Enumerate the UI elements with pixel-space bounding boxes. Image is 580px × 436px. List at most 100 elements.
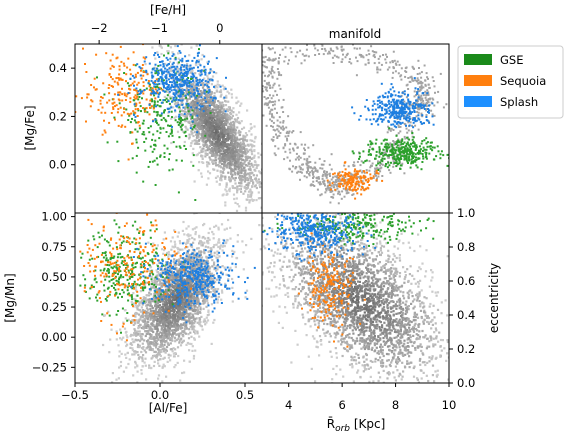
point-gse	[194, 199, 197, 201]
point-gse	[422, 146, 425, 149]
point-splash	[180, 91, 183, 94]
point-sequoia	[337, 176, 340, 179]
point-splash	[385, 112, 388, 115]
point-gse	[446, 164, 449, 167]
point-splash	[375, 120, 378, 123]
background-point	[227, 155, 230, 158]
point-splash	[185, 73, 188, 76]
background-point	[160, 52, 163, 56]
point-splash	[393, 125, 396, 128]
background-point	[180, 109, 183, 112]
background-point	[178, 98, 182, 101]
background-point	[224, 177, 227, 180]
point-gse	[403, 141, 406, 144]
background-point	[242, 134, 245, 137]
point-gse	[440, 150, 443, 153]
background-point	[325, 171, 328, 174]
background-point	[233, 135, 236, 138]
background-point	[234, 182, 237, 185]
background-point	[288, 130, 291, 133]
point-splash	[193, 91, 196, 94]
point-sequoia	[101, 106, 104, 109]
background-point	[218, 113, 221, 116]
background-point	[257, 178, 260, 181]
background-point	[204, 142, 207, 145]
point-sequoia	[365, 187, 367, 190]
point-splash	[399, 102, 402, 105]
point-splash	[199, 64, 202, 67]
point-gse	[103, 93, 106, 96]
point-splash	[133, 103, 136, 106]
point-splash	[176, 45, 179, 48]
background-point	[185, 114, 188, 117]
point-sequoia	[377, 172, 380, 175]
point-gse	[416, 166, 419, 169]
background-point	[238, 155, 241, 158]
point-splash	[172, 98, 175, 101]
background-point	[231, 129, 234, 133]
point-splash	[179, 93, 182, 96]
background-point	[220, 157, 223, 160]
background-point	[403, 135, 406, 138]
background-point	[234, 186, 237, 190]
point-gse	[391, 145, 394, 148]
point-sequoia	[135, 102, 138, 105]
background-point	[276, 135, 279, 138]
background-point	[240, 181, 243, 184]
point-splash	[183, 64, 186, 67]
point-splash	[171, 55, 174, 57]
point-gse	[403, 152, 405, 155]
background-point	[337, 190, 340, 193]
point-gse	[184, 130, 187, 133]
background-point	[249, 143, 252, 146]
background-point	[231, 127, 234, 130]
background-point	[206, 128, 209, 131]
background-point	[235, 113, 238, 116]
point-splash	[158, 78, 160, 81]
background-point	[241, 145, 245, 148]
background-point	[191, 152, 194, 155]
background-point	[379, 55, 382, 58]
background-point	[207, 161, 210, 164]
point-gse	[405, 151, 408, 154]
point-sequoia	[131, 142, 134, 145]
background-point	[189, 87, 192, 91]
point-splash	[211, 79, 214, 82]
background-point	[315, 180, 318, 182]
background-point	[285, 132, 288, 134]
point-splash	[206, 84, 209, 87]
point-sequoia	[114, 105, 116, 108]
point-splash	[391, 105, 394, 108]
background-point	[199, 125, 202, 129]
point-gse	[409, 145, 412, 148]
background-point	[233, 136, 236, 139]
background-point	[260, 86, 262, 88]
point-gse	[136, 93, 139, 96]
point-splash	[215, 57, 218, 60]
background-point	[208, 99, 211, 102]
point-splash	[396, 100, 399, 103]
background-point	[240, 148, 243, 151]
background-point	[417, 81, 420, 84]
point-splash	[165, 74, 168, 77]
point-gse	[154, 184, 157, 186]
background-point	[250, 171, 253, 175]
background-point	[248, 199, 251, 202]
background-point	[244, 206, 248, 209]
point-gse	[170, 131, 173, 134]
background-point	[146, 341, 149, 344]
background-point	[213, 112, 216, 115]
point-splash	[178, 79, 181, 82]
background-point	[250, 153, 254, 156]
point-splash	[393, 115, 396, 118]
point-gse	[153, 148, 156, 151]
point-splash	[139, 92, 142, 95]
background-point	[195, 136, 198, 139]
point-sequoia	[142, 92, 145, 95]
point-gse	[425, 157, 428, 160]
background-point	[314, 54, 317, 56]
background-point	[350, 62, 353, 65]
point-splash	[199, 69, 202, 72]
background-point	[265, 97, 268, 100]
background-point	[229, 164, 232, 167]
